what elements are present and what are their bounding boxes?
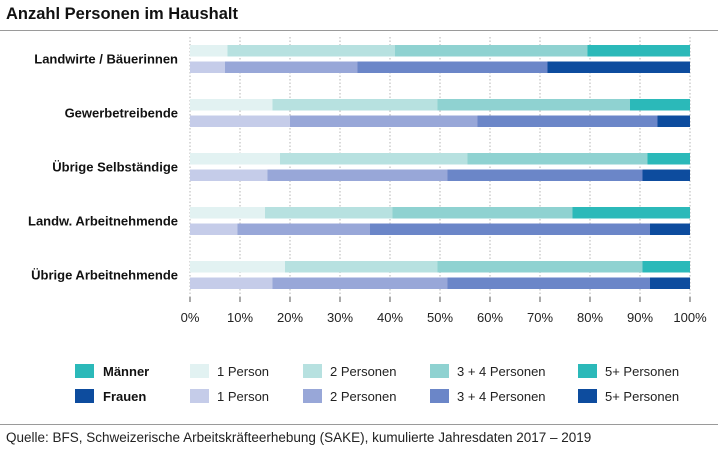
bar-segment-landw-arbeitnehmende-maenner-5-personen	[572, 207, 690, 219]
bar-segment-landwirte-baeuerinnen-maenner-5-personen	[587, 45, 690, 57]
bar-segment-uebrige-arbeitnehmende-frauen-2-personen	[272, 277, 448, 289]
bar-segment-gewerbetreibende-maenner-5-personen	[630, 99, 690, 111]
bar-segment-gewerbetreibende-frauen-5-personen	[657, 115, 690, 127]
bar-segment-landw-arbeitnehmende-frauen-3-4-personen	[370, 223, 650, 235]
x-tick-label-50: 50%	[427, 310, 453, 325]
legend-label-maenner-2-personen: 2 Personen	[330, 364, 397, 379]
bar-segment-landwirte-baeuerinnen-frauen-2-personen	[225, 61, 358, 73]
x-tick-label-0: 0%	[181, 310, 200, 325]
bar-segment-landw-arbeitnehmende-maenner-3-4-personen	[392, 207, 573, 219]
category-label-landw-arbeitnehmende: Landw. Arbeitnehmende	[28, 214, 178, 229]
bar-segment-uebrige-selbstaendige-maenner-3-4-personen	[467, 153, 648, 165]
legend-label-maenner-1-person: 1 Person	[217, 364, 269, 379]
category-label-gewerbetreibende: Gewerbetreibende	[65, 106, 178, 121]
x-tick-label-60: 60%	[477, 310, 503, 325]
legend-swatch-frauen-1-person	[190, 389, 209, 403]
bar-segment-uebrige-selbstaendige-maenner-2-personen	[280, 153, 468, 165]
x-tick-label-10: 10%	[227, 310, 253, 325]
bar-segment-uebrige-arbeitnehmende-maenner-5-personen	[642, 261, 690, 273]
legend-swatch-frauen-5-personen	[578, 389, 597, 403]
bar-segment-gewerbetreibende-frauen-3-4-personen	[477, 115, 658, 127]
bar-segment-uebrige-selbstaendige-maenner-5-personen	[647, 153, 690, 165]
stacked-bar-chart: Landwirte / Bäuerinnen Gewerbetreibende Üb…	[28, 37, 707, 404]
bar-segment-landw-arbeitnehmende-frauen-2-personen	[237, 223, 370, 235]
legend-swatch-maenner-3-4-personen	[430, 364, 449, 378]
category-label-uebrige-selbstaendige: Übrige Selbständige	[52, 160, 178, 175]
legend-label-frauen-1-person: 1 Person	[217, 389, 269, 404]
bar-segment-uebrige-arbeitnehmende-frauen-3-4-personen	[447, 277, 650, 289]
bar-segment-gewerbetreibende-maenner-3-4-personen	[437, 99, 630, 111]
bar-segment-uebrige-selbstaendige-frauen-5-personen	[642, 169, 690, 181]
legend-group-label-maenner: Männer	[103, 364, 149, 379]
bar-segment-uebrige-selbstaendige-maenner-1-person	[190, 153, 280, 165]
category-label-landwirte-baeuerinnen: Landwirte / Bäuerinnen	[34, 52, 178, 67]
x-tick-label-40: 40%	[377, 310, 403, 325]
bar-segment-uebrige-arbeitnehmende-maenner-1-person	[190, 261, 285, 273]
x-tick-label-80: 80%	[577, 310, 603, 325]
legend-swatch-frauen	[75, 389, 94, 403]
bar-segment-landw-arbeitnehmende-frauen-5-personen	[650, 223, 690, 235]
legend-swatch-maenner-2-personen	[303, 364, 322, 378]
x-tick-label-100: 100%	[673, 310, 707, 325]
bar-segment-uebrige-arbeitnehmende-maenner-2-personen	[285, 261, 438, 273]
bar-segment-uebrige-arbeitnehmende-frauen-1-person	[190, 277, 273, 289]
bar-segment-gewerbetreibende-frauen-2-personen	[290, 115, 478, 127]
source-note: Quelle: BFS, Schweizerische Arbeitskräft…	[6, 430, 592, 445]
legend-swatch-frauen-3-4-personen	[430, 389, 449, 403]
bar-segment-landw-arbeitnehmende-maenner-1-person	[190, 207, 265, 219]
legend-label-maenner-5-personen: 5+ Personen	[605, 364, 679, 379]
bar-segment-landwirte-baeuerinnen-maenner-1-person	[190, 45, 228, 57]
bar-segment-landwirte-baeuerinnen-frauen-3-4-personen	[357, 61, 548, 73]
bar-segment-landw-arbeitnehmende-frauen-1-person	[190, 223, 238, 235]
bar-segment-uebrige-selbstaendige-frauen-3-4-personen	[447, 169, 643, 181]
bar-segment-uebrige-selbstaendige-frauen-1-person	[190, 169, 268, 181]
x-tick-label-90: 90%	[627, 310, 653, 325]
legend-swatch-maenner-5-personen	[578, 364, 597, 378]
chart-frame: Landwirte / Bäuerinnen Gewerbetreibende Üb…	[0, 30, 718, 425]
bar-segment-uebrige-selbstaendige-frauen-2-personen	[267, 169, 448, 181]
legend-swatch-maenner-1-person	[190, 364, 209, 378]
legend-swatch-frauen-2-personen	[303, 389, 322, 403]
legend-swatch-maenner	[75, 364, 94, 378]
legend-label-frauen-5-personen: 5+ Personen	[605, 389, 679, 404]
bar-segment-landwirte-baeuerinnen-frauen-5-personen	[547, 61, 690, 73]
bar-segment-landw-arbeitnehmende-maenner-2-personen	[265, 207, 393, 219]
bar-segment-gewerbetreibende-frauen-1-person	[190, 115, 290, 127]
bar-segment-gewerbetreibende-maenner-2-personen	[272, 99, 438, 111]
bar-segment-uebrige-arbeitnehmende-maenner-3-4-personen	[437, 261, 643, 273]
legend-group-label-frauen: Frauen	[103, 389, 146, 404]
bar-segment-landwirte-baeuerinnen-maenner-3-4-personen	[395, 45, 588, 57]
chart-title: Anzahl Personen im Haushalt	[6, 5, 238, 23]
bar-segment-landwirte-baeuerinnen-frauen-1-person	[190, 61, 225, 73]
x-tick-label-30: 30%	[327, 310, 353, 325]
legend-label-frauen-3-4-personen: 3 + 4 Personen	[457, 389, 546, 404]
legend-label-frauen-2-personen: 2 Personen	[330, 389, 397, 404]
bar-segment-landwirte-baeuerinnen-maenner-2-personen	[227, 45, 395, 57]
legend-label-maenner-3-4-personen: 3 + 4 Personen	[457, 364, 546, 379]
category-label-uebrige-arbeitnehmende: Übrige Arbeitnehmende	[31, 268, 178, 283]
x-tick-label-20: 20%	[277, 310, 303, 325]
x-tick-label-70: 70%	[527, 310, 553, 325]
bar-segment-gewerbetreibende-maenner-1-person	[190, 99, 273, 111]
bar-segment-uebrige-arbeitnehmende-frauen-5-personen	[650, 277, 690, 289]
